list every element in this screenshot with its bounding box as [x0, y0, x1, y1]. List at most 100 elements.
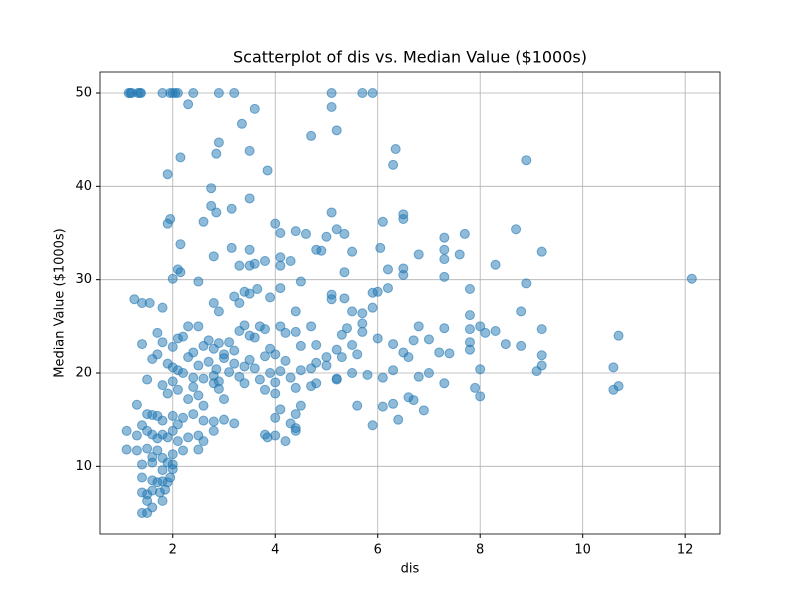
point	[290, 409, 301, 420]
point	[608, 362, 619, 373]
point	[408, 335, 419, 346]
point	[152, 349, 163, 360]
point	[198, 400, 209, 411]
point	[367, 88, 378, 98]
point	[157, 415, 168, 426]
point	[178, 445, 189, 456]
point	[142, 495, 153, 506]
point	[175, 152, 186, 163]
point	[326, 102, 337, 112]
point	[464, 310, 475, 321]
point	[390, 144, 401, 154]
point	[280, 436, 291, 447]
point	[193, 444, 204, 455]
point	[226, 242, 237, 253]
point	[388, 339, 399, 350]
point	[147, 457, 158, 468]
point	[208, 298, 219, 308]
point	[193, 321, 204, 332]
point	[311, 340, 322, 350]
point	[244, 354, 255, 365]
point	[613, 381, 624, 392]
x-tick-label: 12	[677, 543, 694, 558]
point	[206, 183, 217, 194]
point	[244, 244, 255, 255]
point	[464, 337, 475, 348]
point	[203, 335, 214, 346]
point	[295, 365, 306, 376]
point	[137, 472, 148, 483]
point	[213, 338, 224, 349]
point	[295, 400, 306, 411]
point	[265, 368, 276, 378]
point	[249, 103, 260, 114]
x-tick-label: 10	[574, 543, 591, 558]
point	[167, 459, 178, 470]
point	[434, 347, 445, 358]
point	[239, 320, 250, 331]
point	[198, 436, 209, 447]
point	[413, 321, 424, 332]
point	[259, 384, 270, 395]
point	[144, 298, 155, 308]
point	[236, 118, 247, 129]
point	[270, 218, 281, 229]
point	[306, 321, 317, 332]
chart-title: Scatterplot of dis vs. Median Value ($10…	[233, 48, 587, 67]
point	[316, 245, 327, 256]
point	[331, 125, 342, 136]
point	[193, 360, 204, 371]
point	[219, 414, 229, 425]
point	[213, 137, 224, 148]
point	[475, 321, 486, 332]
point	[372, 333, 383, 344]
point	[165, 214, 176, 224]
point	[178, 412, 189, 423]
point	[121, 444, 132, 455]
point	[475, 391, 486, 402]
point	[439, 232, 450, 243]
x-tick-label: 8	[476, 543, 484, 558]
point	[167, 341, 178, 352]
point	[229, 345, 240, 356]
point	[193, 390, 204, 401]
point	[536, 360, 547, 371]
point	[270, 430, 281, 441]
point	[280, 355, 291, 366]
point	[377, 401, 388, 412]
point	[157, 495, 168, 506]
point	[135, 88, 146, 98]
point	[300, 228, 311, 239]
point	[306, 130, 317, 141]
point	[423, 368, 434, 378]
point	[165, 472, 176, 483]
point	[244, 145, 255, 156]
point	[213, 383, 224, 394]
point	[413, 371, 424, 382]
point	[408, 395, 419, 406]
point	[275, 404, 286, 415]
point	[367, 420, 378, 431]
point	[536, 246, 547, 257]
point	[331, 373, 342, 384]
point	[188, 88, 199, 98]
point	[262, 165, 273, 176]
point	[219, 394, 229, 405]
point	[131, 430, 142, 441]
point	[339, 228, 350, 239]
point	[131, 445, 142, 456]
point	[167, 410, 178, 421]
point	[162, 169, 173, 180]
point	[183, 394, 194, 405]
point	[357, 318, 368, 329]
point	[464, 324, 475, 335]
point	[275, 283, 286, 294]
point	[290, 326, 301, 337]
point	[226, 203, 237, 214]
point	[290, 382, 301, 393]
point	[388, 159, 399, 170]
point	[521, 155, 532, 166]
point	[175, 239, 186, 250]
point	[375, 242, 386, 253]
point	[439, 378, 450, 389]
